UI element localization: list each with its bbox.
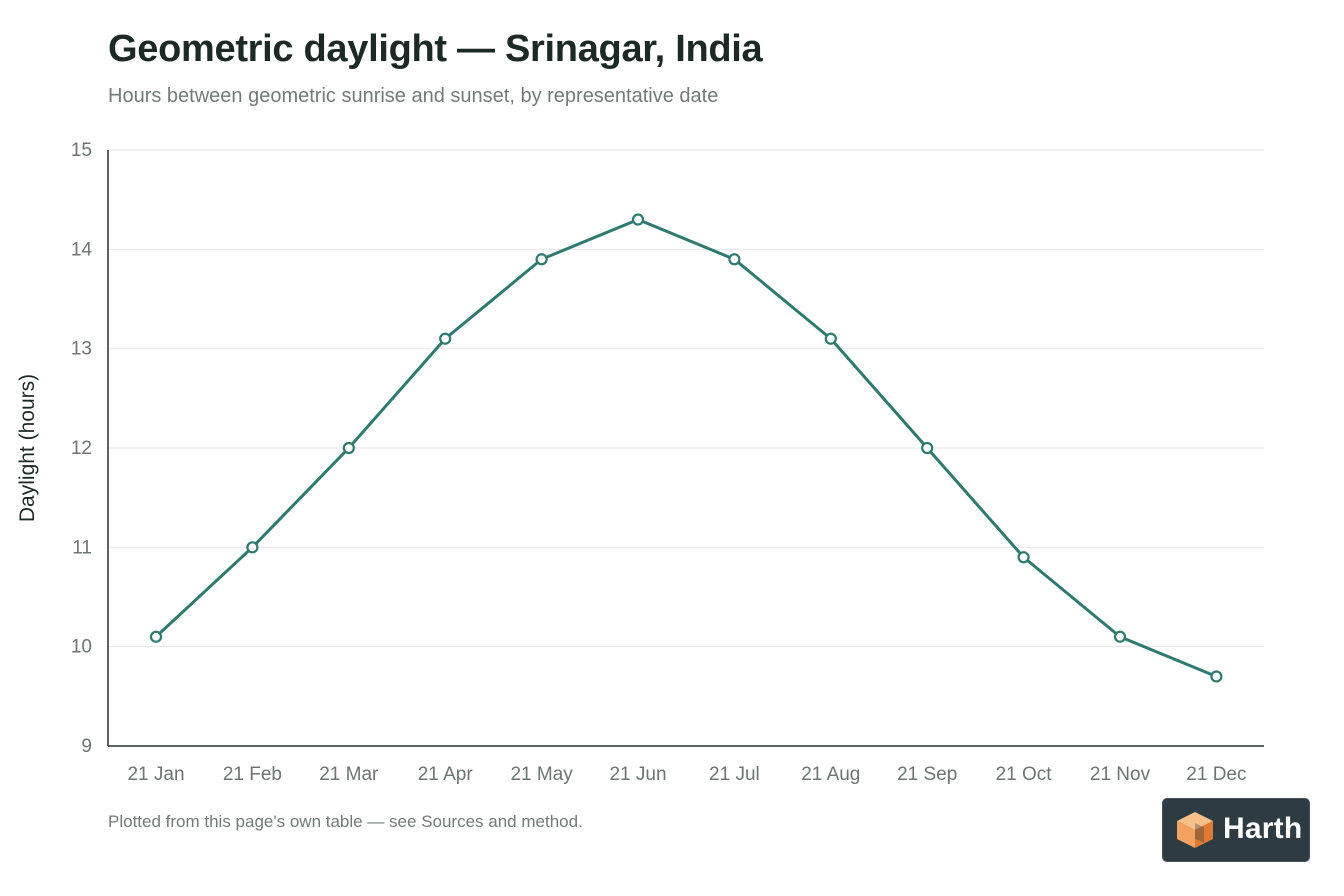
series-line bbox=[154, 218, 1218, 678]
data-point bbox=[631, 213, 645, 226]
x-tick-label: 21 Oct bbox=[996, 764, 1053, 785]
data-point bbox=[1113, 630, 1127, 643]
logo-text: Harth bbox=[1223, 812, 1303, 845]
cube-logo-icon bbox=[1177, 812, 1213, 848]
x-tick-label: 21 Jul bbox=[709, 764, 760, 785]
y-tick-label: 12 bbox=[71, 438, 92, 459]
chart-footnote: Plotted from this page's own table — see… bbox=[108, 812, 583, 831]
chart-title: Geometric daylight — Srinagar, India bbox=[108, 28, 763, 70]
y-tick-label: 11 bbox=[72, 537, 92, 558]
x-tick-label: 21 Feb bbox=[223, 764, 282, 785]
y-tick-label: 9 bbox=[81, 736, 92, 757]
x-tick-label: 21 Apr bbox=[418, 764, 474, 785]
chart-subtitle: Hours between geometric sunrise and suns… bbox=[108, 85, 719, 107]
data-point bbox=[1017, 551, 1030, 564]
y-tick-label: 15 bbox=[71, 140, 92, 161]
x-tick-label: 21 Mar bbox=[319, 764, 379, 785]
data-point bbox=[535, 253, 548, 266]
data-point bbox=[921, 441, 934, 455]
y-tick-label: 14 bbox=[71, 239, 93, 260]
x-tick-label: 21 Aug bbox=[801, 764, 860, 785]
x-tick-label: 21 Sep bbox=[897, 764, 957, 785]
y-axis-label: Daylight (hours) bbox=[16, 374, 39, 522]
data-point bbox=[728, 253, 741, 266]
x-tick-label: 21 Jan bbox=[127, 764, 184, 785]
data-point bbox=[824, 332, 837, 345]
x-tick-label: 21 Jun bbox=[609, 764, 666, 785]
y-tick-label: 13 bbox=[71, 339, 92, 360]
data-point bbox=[439, 332, 452, 345]
data-point bbox=[246, 541, 259, 554]
data-point bbox=[149, 630, 163, 643]
x-tick-label: 21 Dec bbox=[1186, 764, 1246, 785]
x-tick-label: 21 Nov bbox=[1090, 764, 1151, 785]
y-tick-label: 10 bbox=[71, 637, 92, 658]
harth-logo: Harth bbox=[1162, 798, 1310, 862]
data-point bbox=[1210, 670, 1223, 683]
data-point bbox=[342, 441, 355, 455]
x-tick-label: 21 May bbox=[510, 764, 573, 785]
